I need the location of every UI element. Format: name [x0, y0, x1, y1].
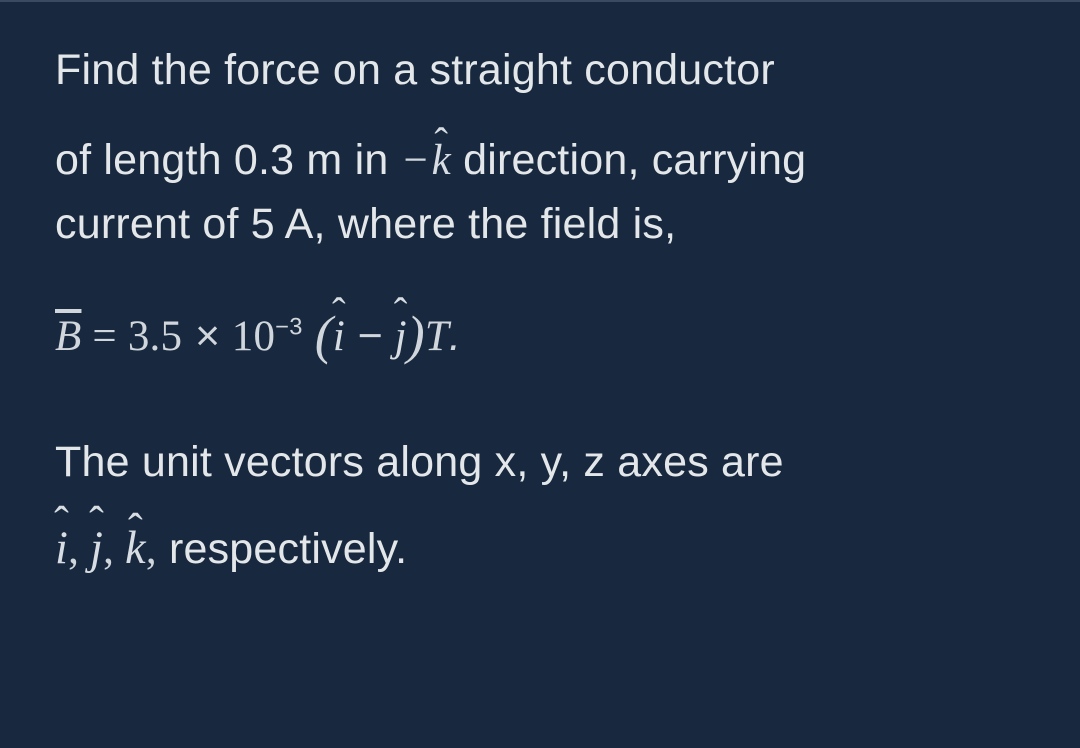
B-vector: B	[55, 313, 81, 360]
comma-3: ,	[146, 526, 157, 573]
comma-1: ,	[68, 526, 90, 573]
line-2b: direction, carrying	[463, 136, 806, 184]
eq-dot: .	[449, 312, 461, 360]
question-body: Find the force on a straight conductor o…	[55, 44, 1050, 614]
ten: 10	[232, 313, 275, 360]
equation: B = 3.5 × 10−3 (i − j)T.	[55, 299, 1050, 366]
i-hat: i	[333, 310, 345, 364]
tesla: T	[425, 313, 449, 360]
line-2: of length 0.3 m in −k direction, carryin…	[55, 134, 1050, 188]
left-paren: (	[315, 305, 333, 365]
minus-sign: −	[401, 137, 432, 184]
line-3: current of 5 A, where the field is,	[55, 198, 1050, 252]
line-1: Find the force on a straight conductor	[55, 44, 1050, 98]
unit-i-hat: i	[55, 520, 68, 578]
eq-equals: = 3.5	[81, 313, 182, 360]
k-hat: k	[432, 134, 451, 188]
unit-k-hat: k	[125, 520, 146, 578]
top-divider	[0, 0, 1080, 2]
respectively: respectively.	[157, 525, 408, 573]
line-6: i, j, k, respectively.	[55, 520, 1050, 578]
unit-j-hat: j	[90, 520, 103, 578]
line-5: The unit vectors along x, y, z axes are	[55, 436, 1050, 490]
times-sign: ×	[182, 312, 232, 360]
j-hat: j	[395, 310, 407, 364]
exponent: −3	[275, 315, 302, 341]
comma-2: ,	[103, 526, 125, 573]
right-paren: )	[407, 305, 425, 365]
minus-ij: −	[345, 312, 395, 360]
line-2a: of length 0.3 m in	[55, 136, 401, 184]
